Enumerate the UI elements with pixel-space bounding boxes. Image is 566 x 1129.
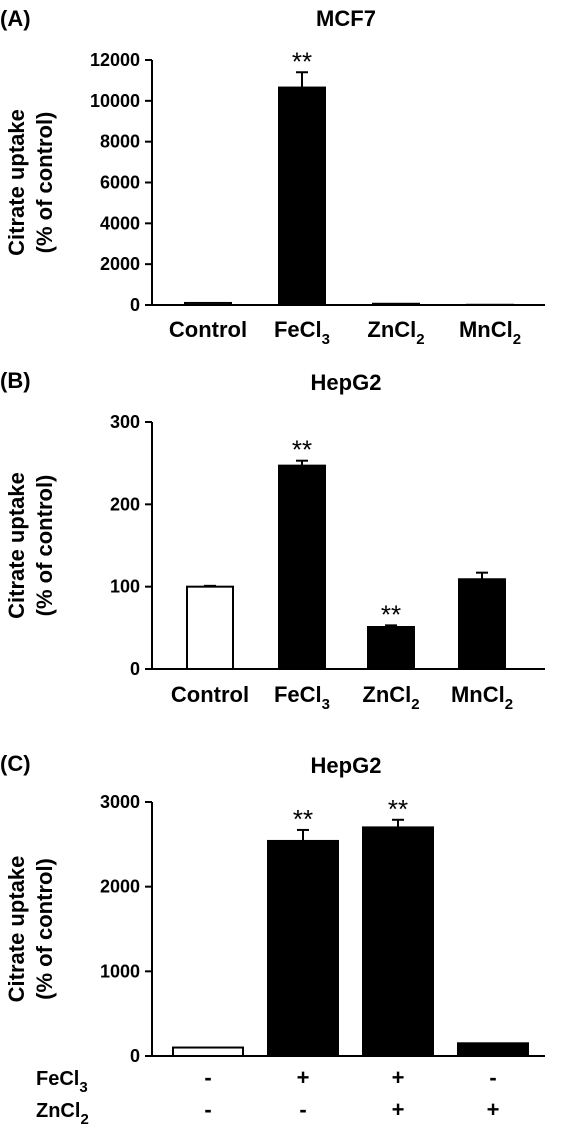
y-tick-label: 1000: [100, 961, 140, 981]
y-tick-label: 3000: [100, 792, 140, 812]
treatment-label: FeCl3: [36, 1068, 88, 1096]
y-axis-label-line-2: (% of control): [32, 112, 57, 254]
bar: [367, 626, 415, 671]
chart-title: HepG2: [311, 370, 382, 395]
treatment-label: ZnCl2: [36, 1100, 89, 1128]
y-axis-label-line-2: (% of control): [32, 858, 57, 1000]
bar: [186, 585, 234, 671]
bar: [267, 839, 339, 1057]
bar: [458, 578, 506, 670]
x-category-label: ZnCl2: [362, 682, 419, 713]
bar: [457, 1042, 529, 1058]
y-tick-label: 6000: [100, 173, 140, 193]
bar: [172, 1046, 244, 1057]
treatment-sign: +: [392, 1097, 405, 1122]
y-axis-label-line-1: Citrate uptake: [4, 856, 29, 1003]
y-tick-label: 8000: [100, 132, 140, 152]
y-tick-label: 10000: [90, 91, 140, 111]
y-axis-label-line-1: Citrate uptake: [4, 472, 29, 619]
y-tick-label: 200: [110, 494, 140, 514]
treatment-sign: +: [297, 1065, 310, 1090]
bar: [278, 86, 326, 306]
y-tick-label: 0: [130, 1046, 140, 1066]
treatment-sign: +: [392, 1065, 405, 1090]
significance-marker: **: [293, 804, 313, 834]
y-axis-label-line-1: Citrate uptake: [4, 109, 29, 256]
y-tick-label: 12000: [90, 50, 140, 70]
panel-label: (C): [0, 751, 31, 776]
bar: [278, 464, 326, 670]
x-category-label: FeCl3: [274, 317, 330, 348]
y-axis-label: Citrate uptake (% of control): [4, 856, 57, 1003]
y-tick-label: 4000: [100, 213, 140, 233]
chart-title: MCF7: [316, 6, 376, 31]
y-axis-label: Citrate uptake (% of control): [4, 109, 57, 256]
significance-marker: **: [292, 46, 312, 76]
chart-panel-2: (B) HepG2 Citrate uptake (% of control) 0 100…: [0, 368, 545, 713]
y-axis-label-line-2: (% of control): [32, 475, 57, 617]
x-category-label: MnCl2: [459, 317, 521, 348]
significance-marker: **: [388, 794, 408, 824]
y-tick-label: 0: [130, 295, 140, 315]
y-tick-label: 100: [110, 577, 140, 597]
significance-marker: **: [292, 435, 312, 465]
x-category-label: MnCl2: [451, 682, 513, 713]
panel-label: (A): [0, 6, 31, 31]
chart-panel-3: (C) HepG2 Citrate uptake (% of control) 0 100…: [0, 751, 545, 1128]
y-tick-label: 300: [110, 412, 140, 432]
chart-panel-1: (A) MCF7 Citrate uptake (% of control) 0 2000…: [0, 6, 545, 348]
bar: [362, 826, 434, 1058]
bar: [372, 302, 420, 306]
treatment-sign: -: [299, 1097, 306, 1122]
y-tick-label: 0: [130, 659, 140, 679]
treatment-sign: -: [204, 1097, 211, 1122]
y-tick-label: 2000: [100, 877, 140, 897]
chart-title: HepG2: [311, 753, 382, 778]
y-tick-label: 2000: [100, 254, 140, 274]
x-category-label: Control: [169, 317, 247, 342]
x-category-label: FeCl3: [274, 682, 330, 713]
treatment-sign: -: [204, 1065, 211, 1090]
y-axis-label: Citrate uptake (% of control): [4, 472, 57, 619]
panel-label: (B): [0, 368, 31, 393]
significance-marker: **: [381, 599, 401, 629]
x-category-label: Control: [171, 682, 249, 707]
treatment-sign: -: [489, 1065, 496, 1090]
treatment-sign: +: [487, 1097, 500, 1122]
bar: [184, 301, 232, 307]
x-category-label: ZnCl2: [367, 317, 424, 348]
